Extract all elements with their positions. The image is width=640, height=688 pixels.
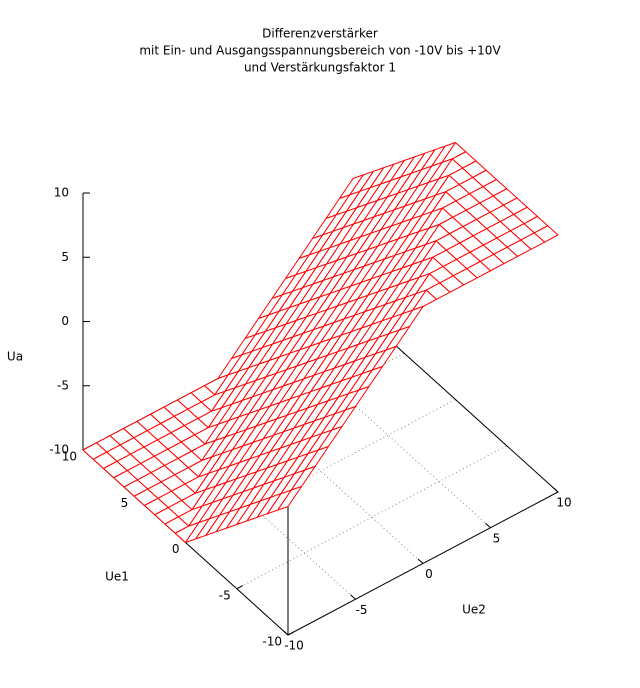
- grid-line: [236, 445, 507, 590]
- y-tick-label: -5: [356, 603, 368, 617]
- y-tick: [485, 522, 491, 529]
- z-axis-label: Ua: [7, 350, 23, 364]
- z-tick-label: 10: [54, 186, 69, 200]
- y-tick: [552, 487, 559, 493]
- y-tick-label: -10: [284, 639, 304, 653]
- chart-title: Differenzverstärker: [262, 27, 378, 41]
- x-tick-label: -5: [219, 588, 231, 602]
- x-tick-label: 5: [121, 496, 129, 510]
- z-tick-label: -5: [57, 378, 69, 392]
- z-tick-label: 0: [61, 314, 69, 328]
- surface-cell: [277, 486, 302, 511]
- x-tick: [236, 585, 243, 590]
- y-tick: [417, 558, 424, 564]
- y-axis-label: Ue2: [462, 603, 486, 617]
- x-tick: [287, 631, 295, 636]
- y-tick-label: 5: [493, 531, 501, 545]
- y-tick: [350, 594, 356, 600]
- x-axis-label: Ue1: [105, 570, 129, 584]
- grid-line: [185, 399, 456, 543]
- x-tick-label: 0: [172, 542, 180, 556]
- y-tick: [282, 630, 289, 636]
- y-tick-label: 0: [425, 567, 433, 581]
- x-tick-label: 10: [62, 450, 77, 464]
- chart-title: und Verstärkungsfaktor 1: [244, 61, 396, 75]
- z-tick-label: -10: [49, 443, 69, 457]
- y-tick-label: 10: [556, 496, 571, 510]
- x-tick-label: -10: [262, 635, 282, 649]
- chart-title: mit Ein- und Ausgangsspannungsbereich vo…: [139, 44, 501, 58]
- z-tick-label: 5: [61, 250, 69, 264]
